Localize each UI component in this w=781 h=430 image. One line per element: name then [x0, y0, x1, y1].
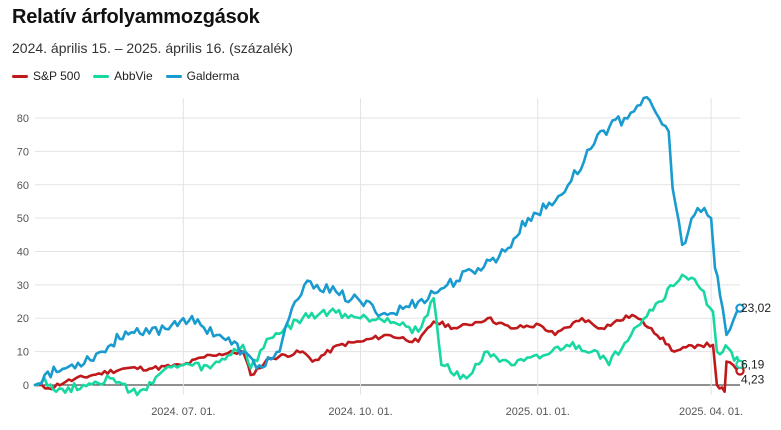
series-lines — [33, 95, 742, 397]
end-marker-abbvie — [735, 359, 745, 370]
end-value-label-galderma: 23,02 — [741, 301, 771, 315]
end-labels: 23,02 6,194,23 — [735, 301, 771, 386]
end-marker-galderma — [735, 303, 745, 313]
legend-item-sp500: S&P 500 — [12, 69, 80, 83]
series-line-s-p-500 — [33, 313, 742, 393]
x-tick-label: 2024. 07. 01. — [151, 406, 215, 418]
end-value-label-abbvie: 6,19 — [741, 357, 765, 371]
legend-item-galderma: Galderma — [165, 69, 240, 83]
series-line-galderma — [33, 95, 742, 387]
legend-label-galderma: Galderma — [186, 69, 240, 83]
y-tick-label: 0 — [23, 380, 29, 392]
grid: 0 10 20 30 40 50 60 70 80 2024. 07. 01. 2024. 10. … — [17, 98, 743, 418]
x-tick-label: 2024. 10. 01. — [328, 406, 392, 418]
y-tick-label: 30 — [17, 280, 29, 292]
legend: S&P 500 AbbVie Galderma — [12, 69, 252, 83]
legend-swatch-galderma — [165, 74, 182, 78]
x-tick-label: 2025. 04. 01. — [679, 406, 743, 418]
y-tick-label: 60 — [17, 180, 29, 192]
y-tick-label: 50 — [17, 213, 29, 225]
legend-label-abbvie: AbbVie — [114, 69, 153, 83]
legend-label-sp500: S&P 500 — [33, 69, 81, 83]
y-tick-label: 80 — [17, 113, 29, 125]
chart-title: Relatív árfolyammozgások — [12, 6, 260, 28]
end-value-label-s-p-500: 4,23 — [741, 372, 765, 386]
y-tick-label: 40 — [17, 247, 29, 259]
legend-item-abbvie: AbbVie — [93, 69, 153, 83]
y-tick-label: 20 — [17, 313, 29, 325]
legend-swatch-sp500 — [12, 74, 28, 78]
series-line-abbvie — [33, 273, 742, 397]
y-tick-label: 10 — [17, 347, 29, 359]
chart-subtitle: 2024. április 15. – 2025. április 16. (s… — [12, 40, 293, 56]
legend-swatch-abbvie — [93, 74, 110, 78]
y-tick-label: 70 — [17, 146, 29, 158]
x-tick-label: 2025. 01. 01. — [506, 406, 570, 418]
